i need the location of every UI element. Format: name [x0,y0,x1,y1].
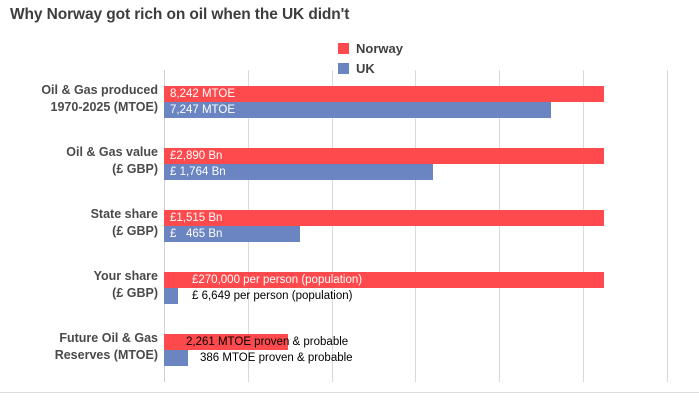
gridline-3 [415,70,416,382]
y-axis-category-labels: Oil & Gas produced 1970-2025 (MTOE) Oil … [0,70,158,382]
bar-value-norway-2: £1,515 Bn [170,212,223,224]
gridline-2 [332,70,333,382]
bar-uk-future-reserves[interactable] [164,350,188,366]
category-label-2-line1: State share [90,207,158,221]
bar-uk-your-share[interactable] [164,288,178,304]
category-label-1-line2: (£ GBP) [112,162,158,176]
bar-uk-state-share[interactable]: £ 465 Bn [164,226,300,242]
bar-value-uk-4: 386 MTOE proven & probable [200,352,353,364]
category-label-4: Future Oil & Gas Reserves (MTOE) [0,330,158,364]
category-label-0-line1: Oil & Gas produced [41,83,158,97]
bar-value-norway-0: 8,242 MTOE [170,88,235,100]
category-label-3: Your share (£ GBP) [0,268,158,302]
bar-norway-future-reserves[interactable] [164,334,288,350]
bar-norway-your-share[interactable]: £270,000 per person (population) [164,272,604,288]
category-label-4-line2: Reserves (MTOE) [54,348,158,362]
legend-swatch-norway [338,42,349,54]
gridline-6 [667,70,668,382]
category-label-4-line1: Future Oil & Gas [59,331,158,345]
bar-value-uk-0: 7,247 MTOE [170,104,235,116]
bar-norway-oil-gas-produced[interactable]: 8,242 MTOE [164,86,604,102]
bar-value-uk-2: £ 465 Bn [170,228,223,240]
bar-norway-oil-gas-value[interactable]: £2,890 Bn [164,148,604,164]
category-label-3-line1: Your share [93,269,158,283]
bottom-divider [0,392,699,393]
legend-label-norway: Norway [356,40,403,56]
legend-swatch-uk [338,62,349,74]
category-label-3-line2: (£ GBP) [112,286,158,300]
gridline-5 [583,70,584,382]
chart-legend: Norway UK [338,38,458,78]
chart-title: Why Norway got rich on oil when the UK d… [10,6,350,23]
bar-value-norway-1: £2,890 Bn [170,150,223,162]
bar-norway-state-share[interactable]: £1,515 Bn [164,210,604,226]
bar-value-uk-1: £ 1,764 Bn [170,166,226,178]
legend-item-norway[interactable]: Norway [338,38,458,58]
category-label-0-line2: 1970-2025 (MTOE) [50,100,158,114]
legend-label-uk: UK [356,60,375,76]
bar-uk-oil-gas-produced[interactable]: 7,247 MTOE [164,102,551,118]
category-label-2-line2: (£ GBP) [112,224,158,238]
category-label-0: Oil & Gas produced 1970-2025 (MTOE) [0,82,158,116]
bar-value-norway-3: £270,000 per person (population) [192,274,363,286]
legend-item-uk[interactable]: UK [338,58,458,78]
plot-area: 8,242 MTOE 7,247 MTOE £2,890 Bn £ 1,764 … [164,70,690,382]
category-label-1: Oil & Gas value (£ GBP) [0,144,158,178]
category-label-1-line1: Oil & Gas value [66,145,158,159]
bar-uk-oil-gas-value[interactable]: £ 1,764 Bn [164,164,433,180]
bar-value-norway-4: 2,261 MTOE proven & probable [186,336,349,348]
gridline-4 [499,70,500,382]
category-label-2: State share (£ GBP) [0,206,158,240]
bar-value-uk-3: £ 6,649 per person (population) [192,290,353,302]
